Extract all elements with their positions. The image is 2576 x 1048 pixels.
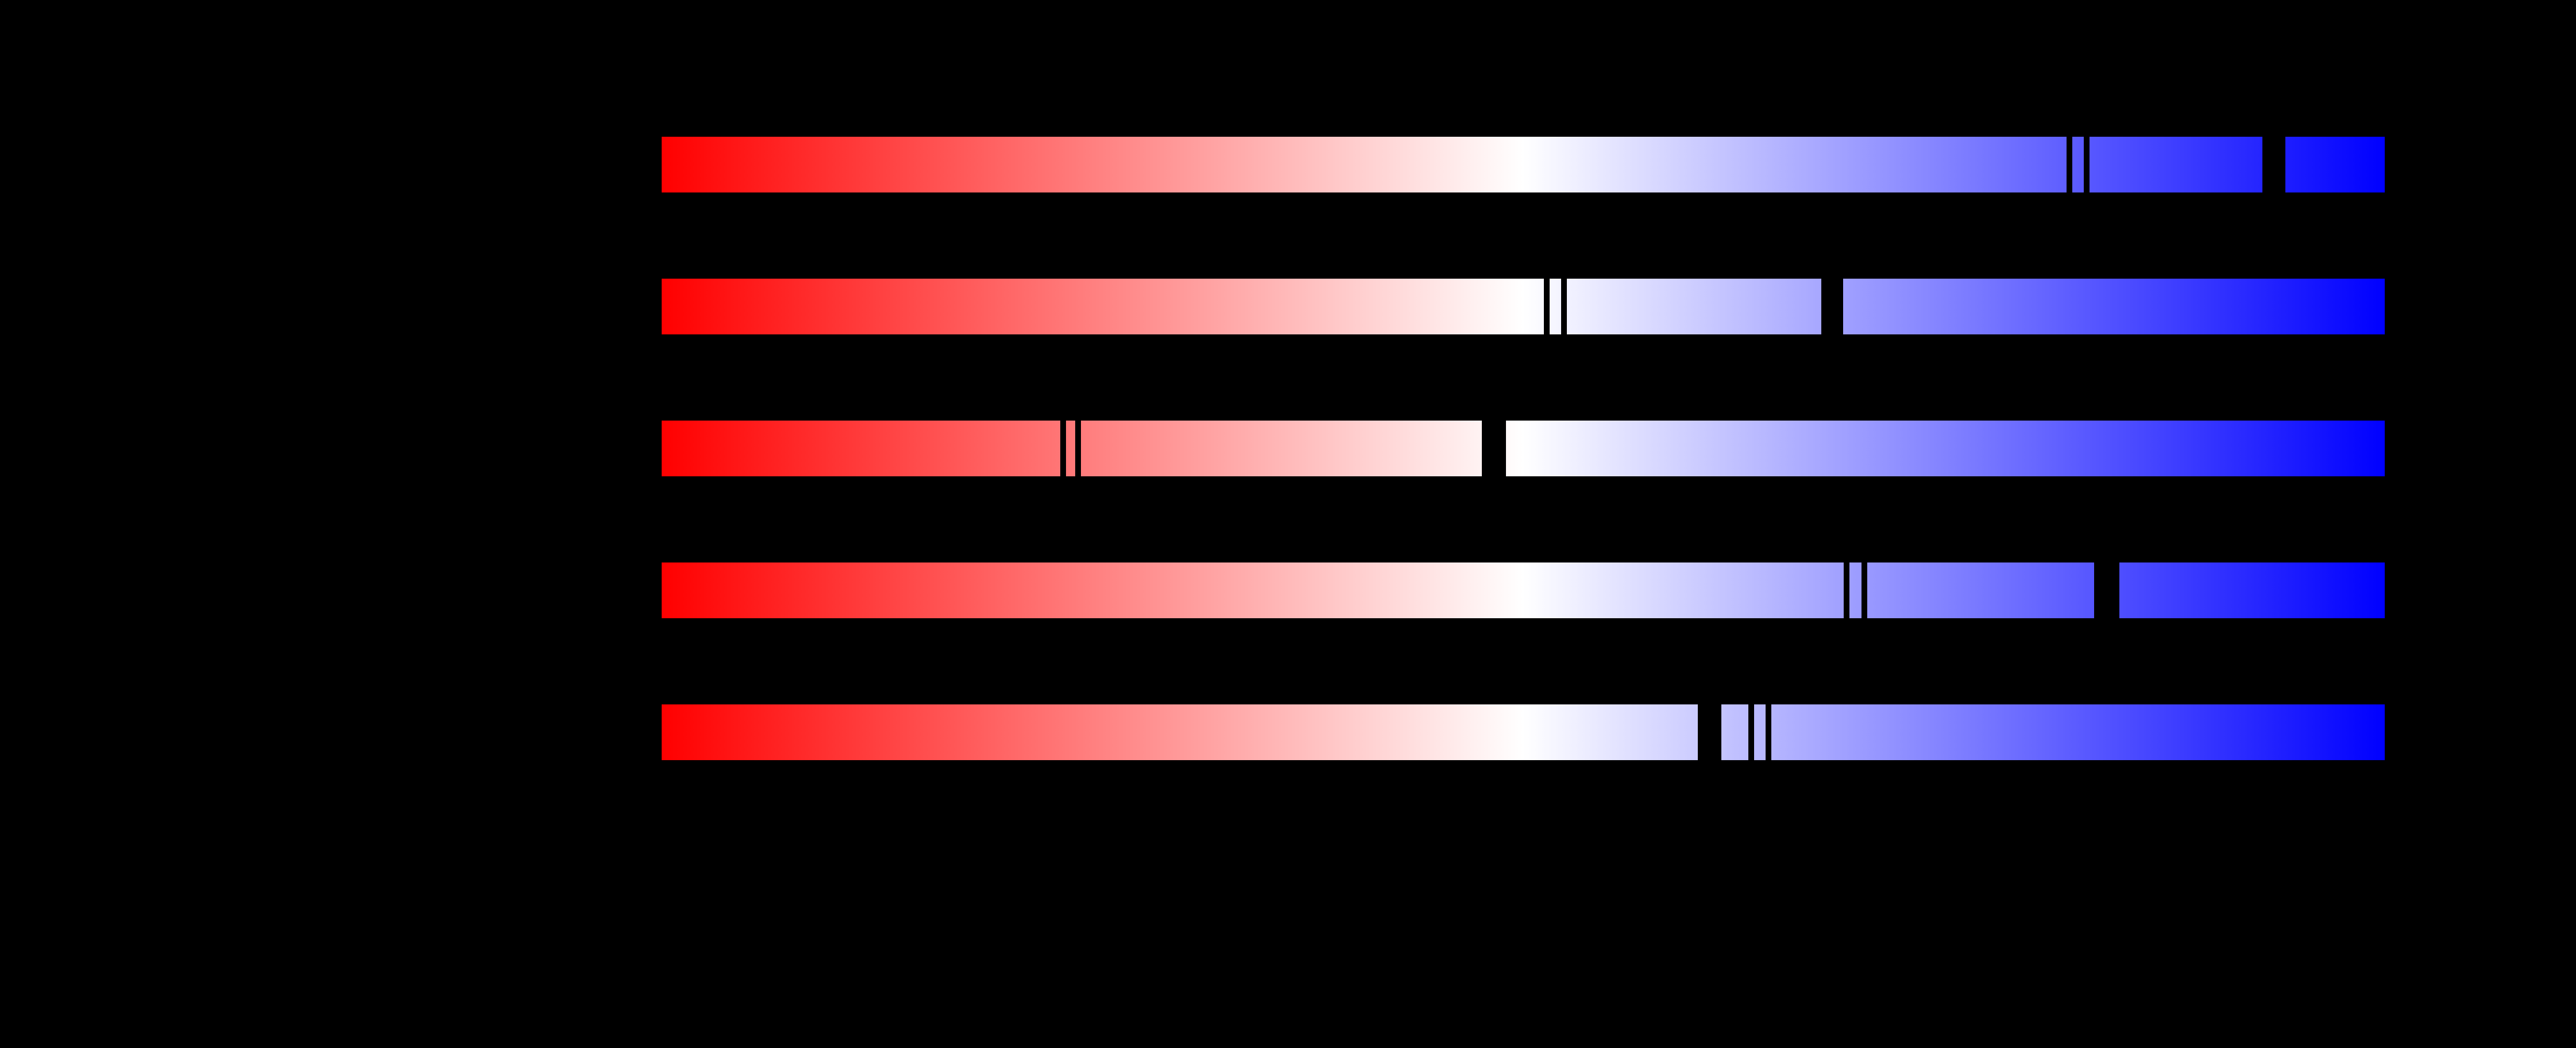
bar-gap-thin [1060,419,1066,477]
gradient-bar-track-2 [662,278,2385,336]
bar-gap-thin [1861,561,1867,619]
gradient-bar-track-5 [662,703,2385,761]
bar-gap-thin [1544,278,1550,336]
bar-gap-wide [1821,278,1843,336]
bar-gap-thin [2084,136,2090,194]
gradient-bar-track-1 [662,136,2385,194]
bar-gap-thin [1748,703,1754,761]
gradient-bar-track-4 [662,561,2385,619]
bar-gap-thin [1766,703,1771,761]
bar-gap-wide [2262,136,2285,194]
bar-gap-thin [1844,561,1849,619]
bar-gap-wide [1482,419,1506,477]
bar-gap-wide [2094,561,2119,619]
gradient-bar-track-3 [662,419,2385,477]
bar-gap-thin [2067,136,2072,194]
bar-gap-thin [1075,419,1081,477]
bar-gap-wide [1698,703,1721,761]
bar-gap-thin [1561,278,1567,336]
